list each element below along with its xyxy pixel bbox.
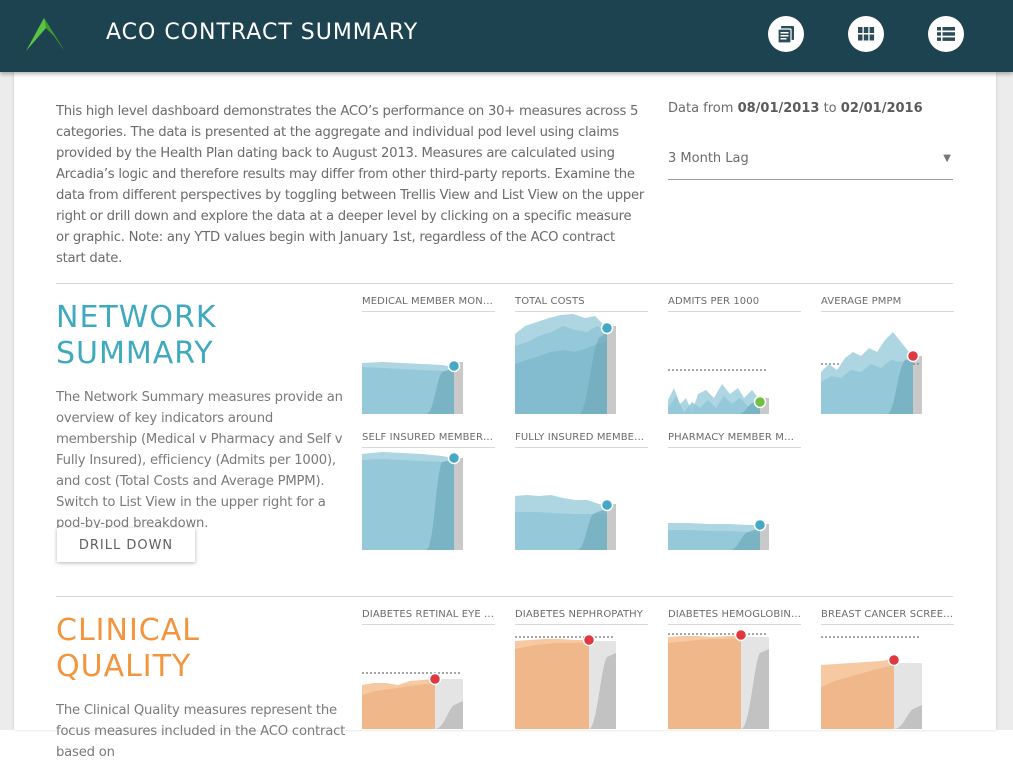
tile-label: ADMITS PER 1000 (668, 296, 760, 307)
tile-label: DIABETES RETINAL EYE EXAM (362, 609, 495, 620)
lag-select-value: 3 Month Lag (668, 151, 749, 166)
tile-fully-insured-member-months[interactable]: FULLY INSURED MEMBER MONTHS (515, 432, 648, 552)
sparkline-fully-insured-member-months (515, 495, 616, 550)
date-range: Data from 08/01/2013 to 02/01/2016 (668, 101, 923, 116)
sparkline-medical-member-months (362, 359, 463, 414)
drill-down-button[interactable]: DRILL DOWN (57, 528, 195, 562)
date-range-joiner: to (823, 101, 837, 116)
tile-label: BREAST CANCER SCREENING (821, 609, 954, 620)
tile-diabetes-nephropathy[interactable]: DIABETES NEPHROPATHY (515, 609, 648, 729)
arcadia-logo-icon (26, 18, 64, 51)
clinical-quality-title: CLINICAL QUALITY (56, 613, 200, 685)
sparkline-diabetes-nephropathy (515, 633, 616, 729)
clinical-quality-description: The Clinical Quality measures represent … (56, 703, 346, 760)
tile-total-costs[interactable]: TOTAL COSTS (515, 296, 648, 416)
tile-pharmacy-member-months[interactable]: PHARMACY MEMBER MONTHS (668, 432, 801, 552)
tile-admits-per-1000[interactable]: ADMITS PER 1000 (668, 296, 801, 416)
tile-rule (668, 447, 801, 448)
dropdown-arrow-icon: ▼ (943, 153, 951, 164)
tile-breast-cancer-screening[interactable]: BREAST CANCER SCREENING (821, 609, 954, 729)
date-range-prefix: Data from (668, 101, 734, 116)
section-divider (56, 283, 953, 284)
tile-rule (821, 311, 954, 312)
intro-text: This high level dashboard demonstrates t… (56, 104, 645, 266)
tile-label: PHARMACY MEMBER MONTHS (668, 432, 801, 443)
tile-label: FULLY INSURED MEMBER MONTHS (515, 432, 648, 443)
date-range-end: 02/01/2016 (840, 101, 923, 116)
tile-label: AVERAGE PMPM (821, 296, 902, 307)
tile-average-pmpm[interactable]: AVERAGE PMPM (821, 296, 954, 416)
tile-rule (515, 447, 648, 448)
tile-self-insured-member-months[interactable]: SELF INSURED MEMBER MONTHS (362, 432, 495, 552)
clinical-title-line2: QUALITY (56, 649, 192, 684)
trellis-view-button[interactable] (848, 16, 884, 52)
tile-rule (668, 624, 801, 625)
app-title: ACO CONTRACT SUMMARY (106, 20, 419, 45)
tile-diabetes-hemoglobin-a1c[interactable]: DIABETES HEMOGLOBIN A1C TESTING (668, 609, 801, 729)
report-icon (777, 26, 794, 44)
tile-diabetes-retinal-eye-exam[interactable]: DIABETES RETINAL EYE EXAM (362, 609, 495, 729)
tile-label: MEDICAL MEMBER MONTHS (362, 296, 495, 307)
trellis-view-icon (858, 27, 875, 41)
network-summary-description: The Network Summary measures provide an … (56, 390, 343, 531)
sparkline-total-costs (515, 314, 616, 414)
tile-medical-member-months[interactable]: MEDICAL MEMBER MONTHS (362, 296, 495, 416)
report-view-button[interactable] (768, 16, 804, 52)
tile-rule (362, 447, 495, 448)
lag-select[interactable]: 3 Month Lag ▼ (668, 145, 953, 180)
list-view-button[interactable] (928, 16, 964, 52)
sparkline-average-pmpm (821, 332, 922, 414)
tile-label: TOTAL COSTS (515, 296, 585, 307)
top-app-bar: ACO CONTRACT SUMMARY (0, 0, 1013, 72)
network-summary-title: NETWORK SUMMARY (56, 300, 217, 372)
intro-paragraph: This high level dashboard demonstrates t… (56, 101, 646, 269)
sparkline-breast-cancer-screening (821, 636, 922, 729)
tile-label: SELF INSURED MEMBER MONTHS (362, 432, 495, 443)
section-divider (56, 596, 953, 597)
sparkline-diabetes-retinal-eye-exam (362, 672, 463, 729)
sparkline-pharmacy-member-months (668, 518, 769, 550)
list-view-icon (937, 27, 955, 41)
sparkline-self-insured-member-months (362, 451, 463, 550)
tile-label: DIABETES HEMOGLOBIN A1C TESTING (668, 609, 801, 620)
tile-rule (515, 311, 648, 312)
sparkline-diabetes-hemoglobin-a1c (668, 628, 769, 729)
tile-rule (515, 624, 648, 625)
network-title-line2: SUMMARY (56, 336, 214, 371)
sparkline-admits-per-1000 (668, 369, 769, 414)
tile-rule (362, 311, 495, 312)
tile-rule (362, 624, 495, 625)
date-range-start: 08/01/2013 (737, 101, 820, 116)
tile-rule (821, 624, 954, 625)
tile-rule (668, 311, 801, 312)
tile-label: DIABETES NEPHROPATHY (515, 609, 643, 620)
network-title-line1: NETWORK (56, 300, 217, 335)
clinical-title-line1: CLINICAL (56, 613, 200, 648)
